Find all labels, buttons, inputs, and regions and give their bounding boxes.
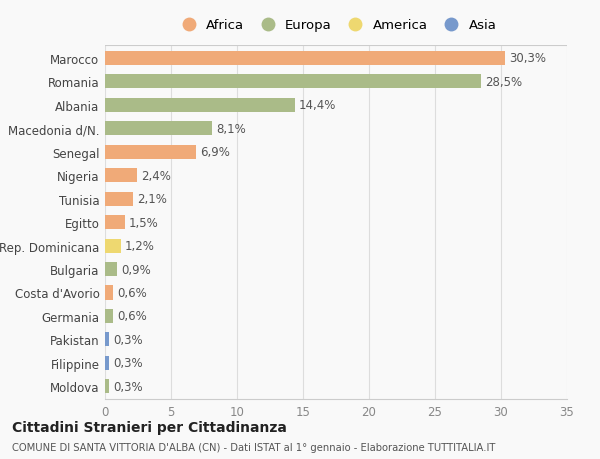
Bar <box>105 75 481 89</box>
Bar <box>105 286 113 300</box>
Text: 1,5%: 1,5% <box>129 216 158 229</box>
Text: 28,5%: 28,5% <box>485 76 522 89</box>
Text: 1,2%: 1,2% <box>125 240 155 252</box>
Bar <box>105 309 113 323</box>
Text: COMUNE DI SANTA VITTORIA D'ALBA (CN) - Dati ISTAT al 1° gennaio - Elaborazione T: COMUNE DI SANTA VITTORIA D'ALBA (CN) - D… <box>12 442 496 452</box>
Text: 30,3%: 30,3% <box>509 52 546 65</box>
Bar <box>105 333 109 347</box>
Text: 2,4%: 2,4% <box>140 169 170 182</box>
Bar <box>105 169 137 183</box>
Bar <box>105 356 109 370</box>
Text: 0,9%: 0,9% <box>121 263 151 276</box>
Text: 2,1%: 2,1% <box>137 193 167 206</box>
Bar <box>105 263 117 276</box>
Bar <box>105 99 295 112</box>
Text: 0,3%: 0,3% <box>113 380 143 393</box>
Bar <box>105 146 196 159</box>
Text: 0,6%: 0,6% <box>117 310 146 323</box>
Bar <box>105 122 212 136</box>
Bar <box>105 192 133 206</box>
Legend: Africa, Europa, America, Asia: Africa, Europa, America, Asia <box>176 19 496 32</box>
Bar <box>105 52 505 66</box>
Text: 0,6%: 0,6% <box>117 286 146 299</box>
Text: Cittadini Stranieri per Cittadinanza: Cittadini Stranieri per Cittadinanza <box>12 420 287 434</box>
Text: 6,9%: 6,9% <box>200 146 230 159</box>
Bar <box>105 216 125 230</box>
Text: 0,3%: 0,3% <box>113 357 143 369</box>
Bar <box>105 239 121 253</box>
Text: 14,4%: 14,4% <box>299 99 337 112</box>
Text: 8,1%: 8,1% <box>216 123 245 135</box>
Bar <box>105 380 109 393</box>
Text: 0,3%: 0,3% <box>113 333 143 346</box>
